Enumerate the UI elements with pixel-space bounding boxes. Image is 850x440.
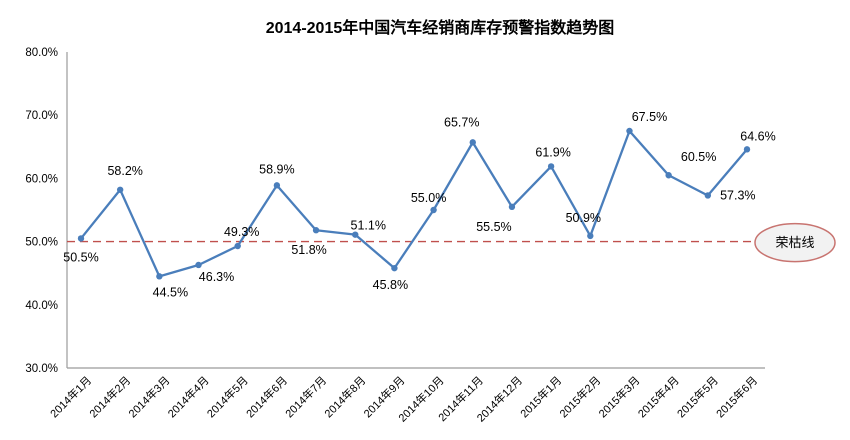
y-tick-label: 50.0%: [25, 237, 58, 249]
data-point-marker: [312, 227, 320, 234]
data-point-label: 51.8%: [291, 243, 326, 257]
x-tick-label: 2014年7月: [282, 373, 329, 420]
data-point-label: 58.2%: [107, 164, 142, 178]
data-point-label: 60.5%: [681, 150, 716, 164]
data-point-label: 64.6%: [740, 129, 775, 143]
data-point-label: 55.5%: [476, 220, 511, 234]
data-point-marker: [665, 172, 672, 179]
data-point-label: 45.8%: [373, 278, 408, 292]
data-point-marker: [587, 232, 594, 240]
y-tick-label: 60.0%: [25, 173, 58, 185]
x-tick-label: 2014年3月: [125, 373, 172, 420]
data-point-label: 61.9%: [535, 145, 570, 159]
x-tick-label: 2015年5月: [674, 373, 721, 420]
data-point-marker: [391, 264, 398, 272]
boom-bust-annotation-ellipse: [754, 222, 836, 263]
x-tick-label: 2015年3月: [596, 373, 643, 420]
data-point-label: 58.9%: [259, 162, 294, 176]
x-tick-label: 2014年1月: [47, 373, 94, 420]
data-point-marker: [156, 273, 163, 280]
data-point-label: 67.5%: [632, 110, 667, 124]
data-point-marker: [704, 192, 712, 199]
data-point-marker: [116, 186, 124, 193]
data-point-label: 51.1%: [351, 219, 386, 233]
x-tick-label: 2014年2月: [86, 373, 133, 420]
data-point-marker: [77, 235, 85, 242]
data-point-marker: [430, 206, 437, 214]
data-point-marker: [195, 261, 202, 269]
x-tick-label: 2015年6月: [713, 373, 760, 420]
data-point-marker: [273, 182, 281, 189]
x-tick-label: 2015年4月: [635, 373, 682, 420]
data-point-label: 55.0%: [411, 191, 446, 205]
x-tick-label: 2014年5月: [204, 373, 251, 420]
chart-title: 2014-2015年中国汽车经销商库存预警指数趋势图: [265, 20, 615, 37]
y-tick-label: 80.0%: [25, 47, 58, 59]
x-tick-label: 2014年8月: [321, 373, 368, 420]
x-tick-label: 2015年2月: [556, 373, 603, 420]
data-point-label: 50.5%: [63, 250, 98, 264]
data-point-marker: [234, 242, 241, 250]
data-point-label: 65.7%: [444, 115, 479, 129]
boom-bust-annotation-label: 荣枯线: [775, 235, 814, 250]
data-point-marker: [469, 139, 476, 146]
x-tick-label: 2015年1月: [517, 373, 564, 420]
y-tick-label: 30.0%: [25, 363, 58, 375]
data-point-marker: [352, 231, 359, 238]
x-tick-label: 2014年6月: [243, 373, 290, 420]
x-tick-label: 2014年4月: [165, 373, 212, 420]
data-point-label: 44.5%: [153, 285, 188, 299]
index-trend-line: [79, 129, 749, 278]
data-point-label: 49.3%: [224, 225, 259, 239]
data-point-label: 46.3%: [199, 270, 234, 284]
y-tick-label: 40.0%: [25, 300, 58, 312]
data-point-marker: [547, 163, 555, 170]
data-point-marker: [508, 203, 516, 211]
data-point-label: 57.3%: [720, 188, 755, 202]
y-tick-label: 70.0%: [25, 110, 58, 122]
data-point-marker: [626, 127, 633, 135]
data-point-marker: [743, 146, 751, 153]
data-point-label: 50.9%: [566, 211, 601, 225]
